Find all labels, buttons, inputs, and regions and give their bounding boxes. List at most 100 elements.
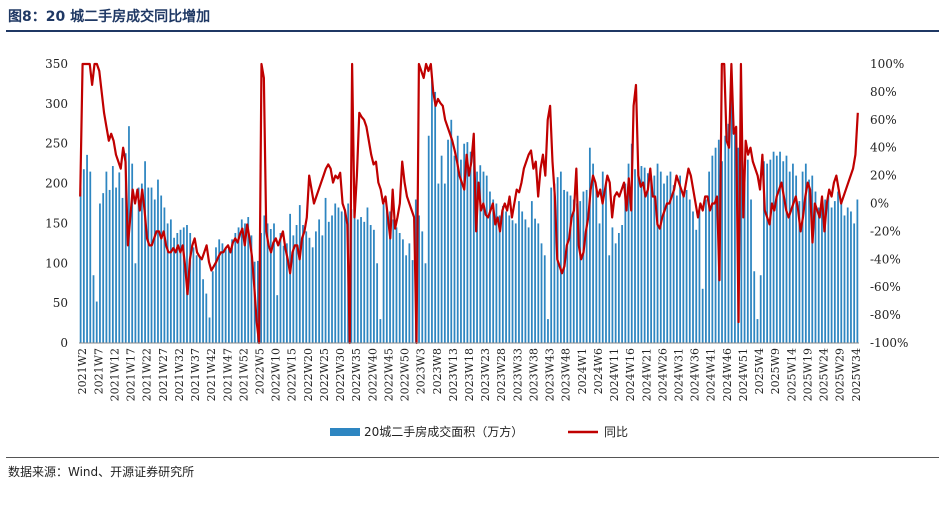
bar xyxy=(86,154,88,343)
bar xyxy=(624,183,627,343)
bar xyxy=(827,195,830,343)
bar xyxy=(621,225,623,343)
bar xyxy=(373,229,375,343)
bar xyxy=(215,247,217,343)
bar xyxy=(111,166,114,343)
bar xyxy=(398,232,401,343)
bar xyxy=(266,223,269,343)
bar xyxy=(763,161,765,343)
bar xyxy=(79,187,82,343)
bar xyxy=(302,225,304,343)
bar xyxy=(508,215,511,343)
bar xyxy=(482,171,485,343)
figure-title: 图8：20 城二手房成交同比增加 xyxy=(8,9,211,25)
bar xyxy=(724,135,727,343)
bar xyxy=(630,143,633,343)
bar xyxy=(237,227,240,343)
right-tick-label: -20% xyxy=(870,224,901,238)
bar xyxy=(360,217,362,343)
source-rule xyxy=(6,457,939,458)
left-tick-label: 0 xyxy=(60,336,68,350)
bar xyxy=(221,243,224,343)
right-tick-label: 60% xyxy=(870,113,897,127)
bar xyxy=(640,166,643,343)
bar xyxy=(273,223,275,343)
bar xyxy=(840,201,843,343)
bar xyxy=(115,187,117,343)
right-tick-label: 20% xyxy=(870,169,897,183)
bar xyxy=(579,201,582,343)
bar xyxy=(540,243,543,343)
bar xyxy=(456,135,459,343)
bar xyxy=(714,147,717,343)
bar xyxy=(160,195,163,343)
bar xyxy=(821,203,823,343)
x-tick-label: 2022W35 xyxy=(350,348,363,401)
bar xyxy=(176,232,179,343)
bar xyxy=(376,263,379,343)
bar xyxy=(385,207,388,343)
legend: 20城二手房成交面积（万方） 同比 xyxy=(330,424,628,439)
bar xyxy=(192,247,195,343)
bar xyxy=(198,256,201,343)
bar xyxy=(656,163,659,343)
bar xyxy=(353,215,356,343)
bar xyxy=(605,183,607,343)
bar xyxy=(318,219,321,343)
bar xyxy=(298,205,301,343)
bar xyxy=(501,205,504,343)
bar xyxy=(514,223,517,343)
bar xyxy=(169,219,172,343)
bar xyxy=(588,147,591,343)
bar xyxy=(324,197,327,343)
right-tick-label: -60% xyxy=(870,280,901,294)
bar xyxy=(743,183,746,343)
bar xyxy=(231,239,233,343)
bar xyxy=(592,163,594,343)
bar xyxy=(321,235,324,343)
bar xyxy=(182,227,185,343)
bar xyxy=(366,207,369,343)
bar xyxy=(224,248,227,343)
bar xyxy=(402,239,404,343)
bar xyxy=(608,255,611,343)
bar xyxy=(566,191,569,343)
x-tick-label: 2021W2 xyxy=(76,348,89,394)
bar xyxy=(434,91,437,344)
bar xyxy=(505,211,507,343)
bar xyxy=(598,223,601,343)
left-tick-label: 150 xyxy=(45,216,68,230)
bar xyxy=(537,223,540,343)
bar xyxy=(843,215,846,343)
bar xyxy=(711,155,714,343)
bar xyxy=(331,215,333,343)
bar xyxy=(173,237,175,343)
bar xyxy=(469,151,472,343)
bar xyxy=(837,191,839,343)
bar xyxy=(489,191,491,343)
bar xyxy=(195,255,198,343)
bar xyxy=(463,143,466,343)
bar xyxy=(511,220,514,343)
bar xyxy=(856,199,859,343)
x-tick-label: 2021W12 xyxy=(108,348,121,401)
x-tick-label: 2022W20 xyxy=(302,348,315,401)
right-tick-label: -40% xyxy=(870,252,901,266)
bar xyxy=(614,243,617,343)
left-tick-label: 350 xyxy=(45,57,68,71)
x-tick-label: 2022W50 xyxy=(399,348,412,401)
x-tick-label: 2021W42 xyxy=(205,348,218,401)
bar xyxy=(695,229,698,343)
bar xyxy=(518,201,520,343)
x-tick-label: 2024W41 xyxy=(705,348,718,401)
bar xyxy=(830,207,833,343)
bar xyxy=(108,189,111,343)
bar xyxy=(730,94,733,343)
bar xyxy=(99,203,101,343)
bar xyxy=(479,165,482,343)
x-tick-label: 2024W1 xyxy=(576,348,589,394)
bar xyxy=(437,183,440,343)
bar xyxy=(769,159,772,343)
bar xyxy=(131,163,134,343)
right-tick-label: 40% xyxy=(870,141,897,155)
